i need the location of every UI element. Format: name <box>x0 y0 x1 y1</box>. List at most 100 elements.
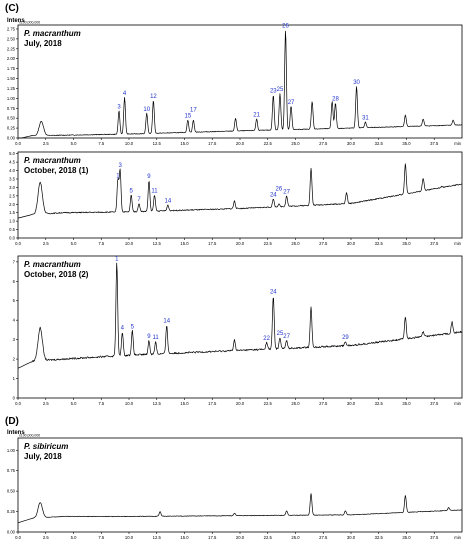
x-tick-label: 35.0 <box>402 401 411 406</box>
x-tick-label: 17.5 <box>208 535 217 540</box>
plot-frame <box>17 437 463 533</box>
peak-label: 3 <box>117 105 121 111</box>
section-label-c: (C) <box>5 3 19 14</box>
x-tick-label: 32.5 <box>375 241 384 246</box>
x-tick-label: 17.5 <box>208 401 217 406</box>
y-tick-label: 6 <box>13 279 16 284</box>
x-tick-label: 25.0 <box>291 535 300 540</box>
y-tick-label: 2 <box>13 357 16 362</box>
x-tick-label: 20.0 <box>236 141 245 146</box>
y-tick-label: 1.5 <box>9 210 15 215</box>
peak-label: 3 <box>118 163 122 169</box>
y-tick-label: 2.50 <box>7 36 16 41</box>
y-tick-label: 0 <box>13 396 16 401</box>
chromatogram-trace <box>17 163 463 219</box>
x-tick-label: 7.5 <box>98 401 104 406</box>
y-tick-label: 0.25 <box>7 126 16 131</box>
y-tick-label: 1.50 <box>7 76 16 81</box>
peak-label: 9 <box>147 334 151 340</box>
peak-label: 4 <box>123 91 127 97</box>
x-tick-label: 15.0 <box>180 401 189 406</box>
y-tick-label: 0.5 <box>9 227 15 232</box>
x-tick-label: 5.0 <box>71 401 77 406</box>
chromatogram-trace <box>17 493 463 524</box>
y-tick-label: 0.75 <box>7 106 16 111</box>
y-tick-label: 2.25 <box>7 46 16 51</box>
peak-label: 23 <box>270 89 277 95</box>
peak-label: 14 <box>165 199 172 205</box>
y-tick-label: 1.75 <box>7 66 16 71</box>
y-tick-label: 0.00 <box>7 530 16 535</box>
peak-label: 26 <box>276 187 283 193</box>
peak-label: 26 <box>282 24 289 30</box>
y-tick-label: 2.5 <box>9 193 15 198</box>
peak-label: 17 <box>190 108 197 114</box>
x-tick-label: 35.0 <box>402 141 411 146</box>
y-tick-label: 5 <box>13 298 16 303</box>
y-tick-label: 0.00 <box>7 136 16 141</box>
peak-label: 12 <box>150 94 157 100</box>
chromatogram-trace <box>17 262 463 369</box>
y-tick-label: 4 <box>13 318 16 323</box>
y-tick-label: 4.5 <box>9 160 15 165</box>
peak-label: 25 <box>277 331 284 337</box>
x-tick-label: 35.0 <box>402 535 411 540</box>
x-tick-label: 25.0 <box>291 141 300 146</box>
peak-label: 11 <box>151 189 158 195</box>
x-tick-label: 15.0 <box>180 535 189 540</box>
x-tick-label: 10.0 <box>125 241 134 246</box>
chromatogram-panels: x100,000,0000.000.250.500.751.001.251.50… <box>7 21 463 540</box>
x-tick-label: 35.0 <box>402 241 411 246</box>
x-tick-label: 30.0 <box>347 241 356 246</box>
x-axis-unit: min <box>454 401 461 406</box>
peak-label: 15 <box>184 114 191 120</box>
peak-label: 11 <box>153 335 160 341</box>
chromatogram-panel-4: x100,000,000 0.00 0.25 0.50 0.75 1.00 0.0 2.5 5.… <box>7 434 463 540</box>
plot-frame <box>17 151 463 239</box>
x-tick-label: 17.5 <box>208 141 217 146</box>
peak-label: 31 <box>362 116 369 122</box>
x-tick-label: 7.5 <box>98 535 104 540</box>
plot-frame <box>17 24 463 139</box>
x-tick-label: 15.0 <box>180 141 189 146</box>
x-tick-label: 0.0 <box>15 141 21 146</box>
peak-label: 1 <box>116 173 120 179</box>
sample-collection: October, 2018 (1) <box>24 166 89 175</box>
x-tick-label: 22.5 <box>264 535 273 540</box>
x-tick-label: 37.5 <box>430 401 439 406</box>
y-tick-label: 3.5 <box>9 176 15 181</box>
x-tick-label: 37.5 <box>430 535 439 540</box>
x-tick-label: 12.5 <box>153 141 162 146</box>
section-axis-title-c: Intens <box>7 18 25 24</box>
peak-label: 10 <box>143 107 150 113</box>
y-tick-label: 0.0 <box>9 236 15 241</box>
section-label-d: (D) <box>5 416 19 427</box>
peak-label: 24 <box>270 193 277 199</box>
sample-collection: July, 2018 <box>24 39 62 48</box>
peak-label: 30 <box>353 80 360 86</box>
x-tick-label: 25.0 <box>291 241 300 246</box>
x-tick-label: 37.5 <box>430 241 439 246</box>
x-tick-label: 5.0 <box>71 141 77 146</box>
y-tick-label: 2.75 <box>7 26 16 31</box>
x-tick-label: 10.0 <box>125 141 134 146</box>
sample-species: P. macranthum <box>24 29 81 38</box>
x-tick-label: 7.5 <box>98 241 104 246</box>
x-tick-label: 20.0 <box>236 401 245 406</box>
y-tick-label: 0.50 <box>7 116 16 121</box>
x-tick-label: 0.0 <box>15 535 21 540</box>
x-axis-unit: min <box>454 141 461 146</box>
x-tick-label: 22.5 <box>264 401 273 406</box>
sample-collection: July, 2018 <box>24 452 62 461</box>
x-tick-label: 37.5 <box>430 141 439 146</box>
x-tick-label: 30.0 <box>347 401 356 406</box>
x-tick-label: 30.0 <box>347 141 356 146</box>
peak-label: 27 <box>283 334 290 340</box>
y-tick-label: 3 <box>13 337 16 342</box>
scale-note: x100,000,000 <box>19 434 40 438</box>
x-tick-label: 2.5 <box>43 241 49 246</box>
x-tick-label: 30.0 <box>347 535 356 540</box>
x-tick-label: 22.5 <box>264 241 273 246</box>
y-tick-label: 4.0 <box>9 168 15 173</box>
y-tick-label: 1.00 <box>7 96 16 101</box>
